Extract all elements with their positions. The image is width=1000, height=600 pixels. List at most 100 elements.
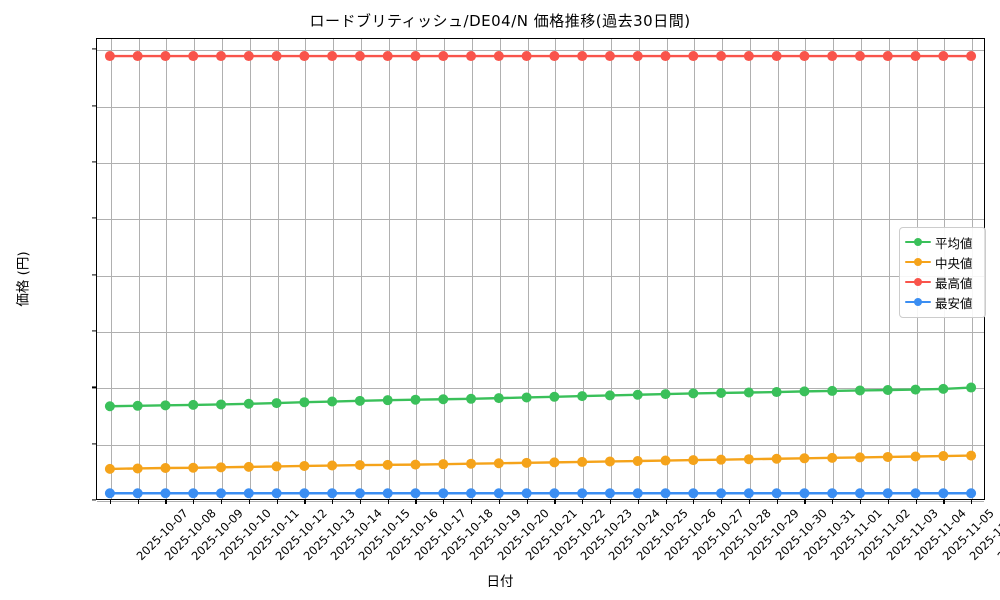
data-point-marker — [354, 51, 365, 62]
data-point-marker — [160, 462, 171, 473]
data-point-marker — [771, 51, 782, 62]
data-point-marker — [493, 458, 504, 469]
gridline-vertical — [777, 39, 779, 499]
y-axis-tick-mark — [92, 330, 96, 332]
data-point-marker — [799, 488, 810, 499]
gridline-vertical — [416, 39, 418, 499]
x-axis-tick-mark — [943, 500, 945, 504]
gridline-vertical — [444, 39, 446, 499]
data-point-marker — [688, 488, 699, 499]
data-point-marker — [910, 384, 921, 395]
x-axis-tick-mark — [248, 500, 250, 504]
data-point-marker — [743, 488, 754, 499]
data-point-marker — [243, 488, 254, 499]
data-point-marker — [299, 51, 310, 62]
y-axis-tick-mark — [92, 217, 96, 219]
data-point-marker — [410, 394, 421, 405]
data-point-marker — [271, 51, 282, 62]
x-axis-tick-mark — [665, 500, 667, 504]
data-point-marker — [299, 397, 310, 408]
gridline-vertical — [110, 39, 112, 499]
gridline-vertical — [638, 39, 640, 499]
data-point-marker — [938, 51, 949, 62]
x-axis-tick-mark — [859, 500, 862, 504]
x-axis-tick-mark — [387, 500, 389, 504]
x-axis-tick-mark — [776, 500, 778, 504]
gridline-vertical — [388, 39, 390, 499]
data-point-marker — [243, 51, 254, 62]
data-point-marker — [827, 452, 838, 463]
data-point-marker — [271, 398, 282, 409]
data-point-marker — [716, 454, 727, 465]
data-point-marker — [327, 396, 338, 407]
data-point-marker — [827, 488, 838, 499]
data-point-marker — [382, 459, 393, 470]
x-axis-tick-mark — [443, 500, 445, 504]
legend-label: 最安値 — [935, 295, 973, 311]
data-point-marker — [493, 51, 504, 62]
data-point-marker — [910, 451, 921, 462]
data-point-marker — [716, 387, 727, 398]
data-point-marker — [604, 51, 615, 62]
data-point-marker — [966, 382, 977, 393]
data-point-marker — [966, 488, 977, 499]
data-point-marker — [660, 389, 671, 400]
gridline-vertical — [610, 39, 612, 499]
legend-item[interactable]: 中央値 — [905, 252, 980, 272]
gridline-vertical — [555, 39, 557, 499]
gridline-vertical — [749, 39, 751, 499]
data-point-marker — [632, 51, 643, 62]
legend-label: 最高値 — [935, 275, 973, 291]
gridline-horizontal — [97, 331, 984, 333]
gridline-horizontal — [97, 219, 984, 221]
data-point-marker — [938, 451, 949, 462]
data-point-marker — [799, 51, 810, 62]
x-axis-tick-mark — [359, 500, 362, 504]
data-point-marker — [382, 488, 393, 499]
gridline-vertical — [833, 39, 835, 499]
data-point-marker — [549, 51, 560, 62]
x-axis-tick-mark — [221, 500, 223, 504]
gridline-vertical — [805, 39, 807, 499]
data-point-marker — [466, 488, 477, 499]
gridline-vertical — [194, 39, 196, 499]
data-point-marker — [521, 488, 532, 499]
x-axis-tick-mark — [748, 500, 751, 504]
data-point-marker — [743, 51, 754, 62]
gridline-horizontal — [97, 162, 984, 164]
data-point-marker — [882, 488, 893, 499]
x-axis-tick-mark — [498, 500, 501, 504]
data-point-marker — [160, 400, 171, 411]
x-axis-tick-mark — [637, 500, 639, 504]
x-axis-tick-mark — [721, 500, 723, 504]
data-point-marker — [882, 385, 893, 396]
data-point-marker — [188, 488, 199, 499]
data-point-marker — [688, 388, 699, 399]
x-axis-tick-mark — [276, 500, 278, 504]
x-axis-tick-mark — [804, 500, 806, 504]
gridline-vertical — [333, 39, 335, 499]
data-point-marker — [354, 488, 365, 499]
data-point-marker — [271, 488, 282, 499]
data-point-marker — [438, 488, 449, 499]
data-point-marker — [771, 453, 782, 464]
legend-item[interactable]: 平均値 — [905, 232, 980, 252]
gridline-vertical — [527, 39, 529, 499]
data-point-marker — [604, 390, 615, 401]
data-point-marker — [466, 393, 477, 404]
gridline-vertical — [860, 39, 862, 499]
data-point-marker — [243, 461, 254, 472]
x-axis-tick-mark — [165, 500, 167, 504]
data-point-marker — [577, 391, 588, 402]
legend-swatch-icon — [905, 256, 931, 268]
legend-item[interactable]: 最高値 — [905, 272, 980, 292]
x-axis-tick-mark — [582, 500, 584, 504]
legend-item[interactable]: 最安値 — [905, 292, 980, 312]
data-point-marker — [354, 395, 365, 406]
y-axis-tick-mark — [92, 105, 96, 107]
data-point-marker — [327, 488, 338, 499]
data-point-marker — [216, 462, 227, 473]
data-point-marker — [799, 453, 810, 464]
x-axis-tick-mark — [137, 500, 139, 504]
